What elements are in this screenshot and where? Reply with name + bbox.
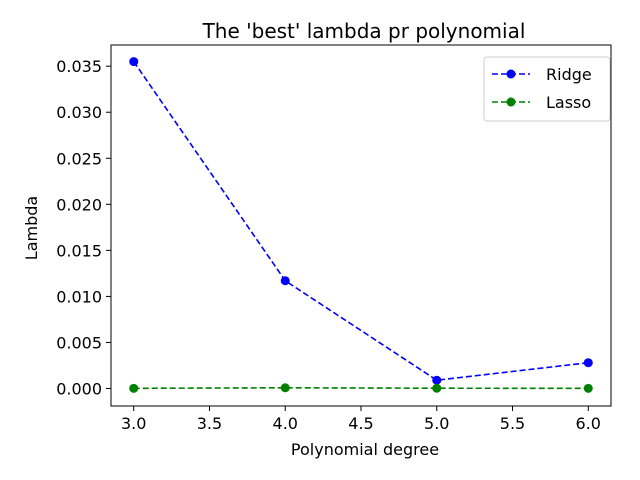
data-point-ridge	[583, 358, 593, 368]
x-tick-label: 6.0	[576, 414, 601, 433]
chart-title: The 'best' lambda pr polynomial	[202, 19, 526, 43]
x-axis-label: Polynomial degree	[291, 440, 439, 459]
data-point-lasso	[432, 383, 442, 393]
series-layer	[129, 57, 593, 393]
x-tick-label: 5.5	[500, 414, 525, 433]
data-point-lasso	[280, 383, 290, 393]
series-line-lasso	[133, 386, 589, 390]
x-tick-label: 4.0	[273, 414, 298, 433]
data-point-lasso	[129, 383, 139, 393]
legend-label-ridge: Ridge	[546, 65, 592, 84]
legend-label-lasso: Lasso	[546, 93, 591, 112]
data-point-lasso	[583, 383, 593, 393]
x-tick-label: 5.0	[424, 414, 449, 433]
legend-box	[483, 56, 611, 122]
y-tick-label: 0.005	[56, 333, 102, 352]
data-point-ridge	[280, 276, 290, 286]
x-tick-label: 3.5	[197, 414, 222, 433]
legend-marker-ridge	[506, 69, 516, 79]
data-point-ridge	[129, 57, 139, 67]
y-tick-label: 0.000	[56, 380, 102, 399]
x-axis: 3.0 3.5 4.0 4.5 5.0 5.5 6.0	[121, 406, 601, 433]
x-tick-label: 3.0	[121, 414, 146, 433]
legend: Ridge Lasso	[483, 56, 611, 122]
y-tick-label: 0.020	[56, 195, 102, 214]
y-tick-label: 0.015	[56, 241, 102, 260]
y-tick-label: 0.010	[56, 287, 102, 306]
series-line-ridge	[133, 61, 589, 382]
legend-marker-lasso	[506, 97, 516, 107]
data-point-ridge	[432, 375, 442, 385]
x-tick-label: 4.5	[348, 414, 373, 433]
y-tick-label: 0.035	[56, 57, 102, 76]
y-axis: 0.000 0.005 0.010 0.015 0.020 0.025 0.030 0.035	[56, 57, 111, 399]
y-tick-label: 0.030	[56, 103, 102, 122]
y-axis-label: Lambda	[22, 196, 41, 260]
y-tick-label: 0.025	[56, 149, 102, 168]
